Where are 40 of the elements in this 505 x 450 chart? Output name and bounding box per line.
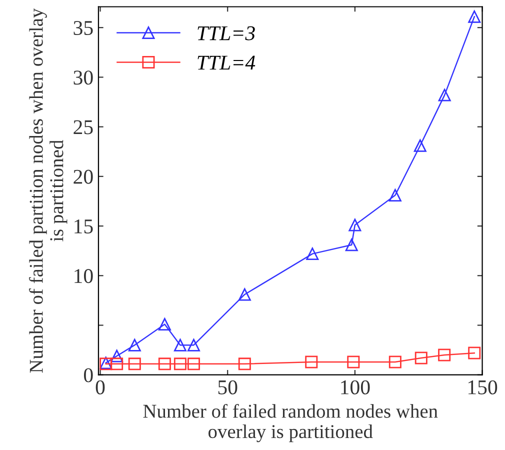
legend-label: TTL=3 [198,26,255,40]
x-tick-label: 0 [96,380,105,394]
point [187,338,200,352]
point [110,350,124,362]
x-axis-title: Number of failed random nodes when overlay is partitioned [143,404,438,442]
point [128,338,141,352]
point [110,358,124,370]
y-tick-label: 25 [74,120,93,134]
point [238,358,251,370]
point [468,10,481,23]
point [438,88,451,102]
point [414,352,428,364]
point [345,238,358,252]
point [468,346,481,360]
x-tick-label: 50 [218,380,238,394]
point [187,358,200,370]
point [438,348,451,362]
point [158,358,171,370]
point [414,139,426,152]
y-axis-title: Number of failed partition nodes when overlay is partitioned [29,8,68,373]
point [348,218,362,232]
point [305,356,318,368]
point [347,356,360,368]
point [388,356,402,368]
point [238,288,251,301]
x-tick-label: 100 [341,380,370,394]
point [128,358,141,370]
y-tick-label: 35 [74,21,93,36]
point [174,338,186,352]
point [306,248,319,260]
point [158,318,171,330]
x-tick-label: 150 [468,380,498,394]
point [388,189,402,202]
y-tick-label: 20 [74,170,93,184]
y-tick-label: 10 [74,269,93,284]
y-tick-label: 30 [74,70,93,85]
y-tick-label: 0 [84,368,93,382]
y-tick-label: 15 [74,219,93,234]
point [174,358,186,370]
legend-label: TTL=4 [198,56,256,70]
